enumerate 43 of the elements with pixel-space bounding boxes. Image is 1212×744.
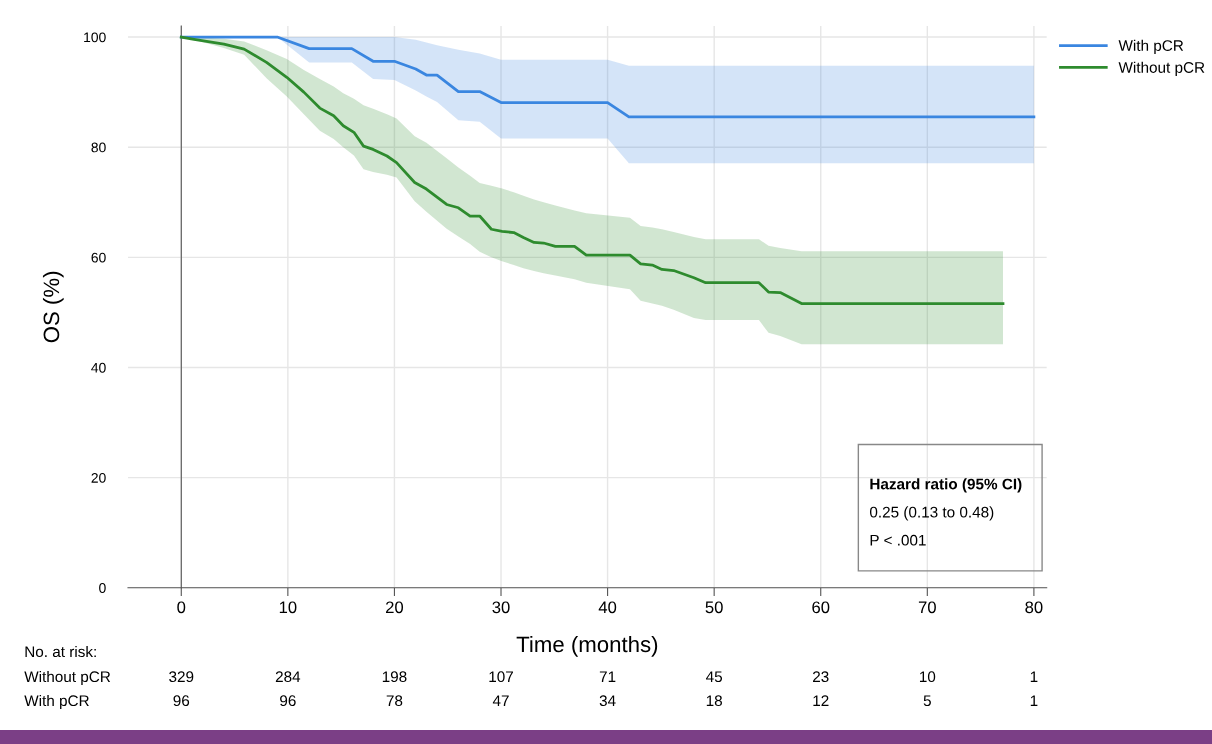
x-tick-label: 0 (177, 601, 186, 614)
text: 284 (275, 671, 301, 683)
annotation: 0.25 (0.13 to 0.48) (869, 506, 994, 521)
x-tick-label: 50 (705, 601, 723, 614)
text: Without pCR (24, 670, 111, 686)
text: 5 (923, 695, 931, 707)
x-tick-label: 30 (492, 601, 510, 614)
text: 1 (1030, 671, 1038, 682)
x-tick-label: 40 (598, 601, 617, 614)
annotation: Hazard ratio (95% CI) (870, 478, 1022, 493)
annotation: P < .001 (870, 534, 926, 546)
text: 78 (386, 695, 403, 707)
y-tick-label: 20 (91, 472, 106, 483)
x-tick-label: 80 (1025, 601, 1043, 614)
text: 45 (706, 671, 723, 683)
x-tick-label: 60 (812, 601, 830, 614)
y-tick-label: 40 (91, 362, 106, 373)
y-tick-label: 60 (91, 252, 106, 263)
x-tick-label: 10 (279, 601, 297, 614)
text: 198 (382, 671, 407, 683)
text: 12 (813, 695, 829, 706)
text: 71 (599, 671, 616, 682)
y-tick-label: 0 (99, 583, 106, 593)
text: 107 (489, 671, 513, 683)
legend-label: With pCR (1118, 39, 1184, 55)
text: No. at risk: (25, 645, 96, 658)
x-tick-label: 70 (918, 601, 936, 614)
y-axis-title: OS (%) (42, 271, 64, 343)
text: 96 (173, 695, 190, 707)
text: 34 (599, 695, 616, 707)
legend-label: Without pCR (1118, 61, 1205, 76)
text: 329 (169, 671, 194, 683)
x-axis-title: Time (months) (516, 635, 658, 657)
text: 1 (1030, 695, 1038, 706)
y-tick-label: 80 (91, 142, 106, 153)
y-tick-label: 100 (84, 32, 106, 43)
text: 10 (919, 671, 936, 683)
x-tick-label: 20 (386, 601, 404, 614)
text: 23 (813, 671, 829, 683)
text: 96 (280, 695, 296, 707)
text: With pCR (24, 694, 89, 710)
text: 47 (492, 695, 509, 706)
text: 18 (706, 695, 722, 707)
